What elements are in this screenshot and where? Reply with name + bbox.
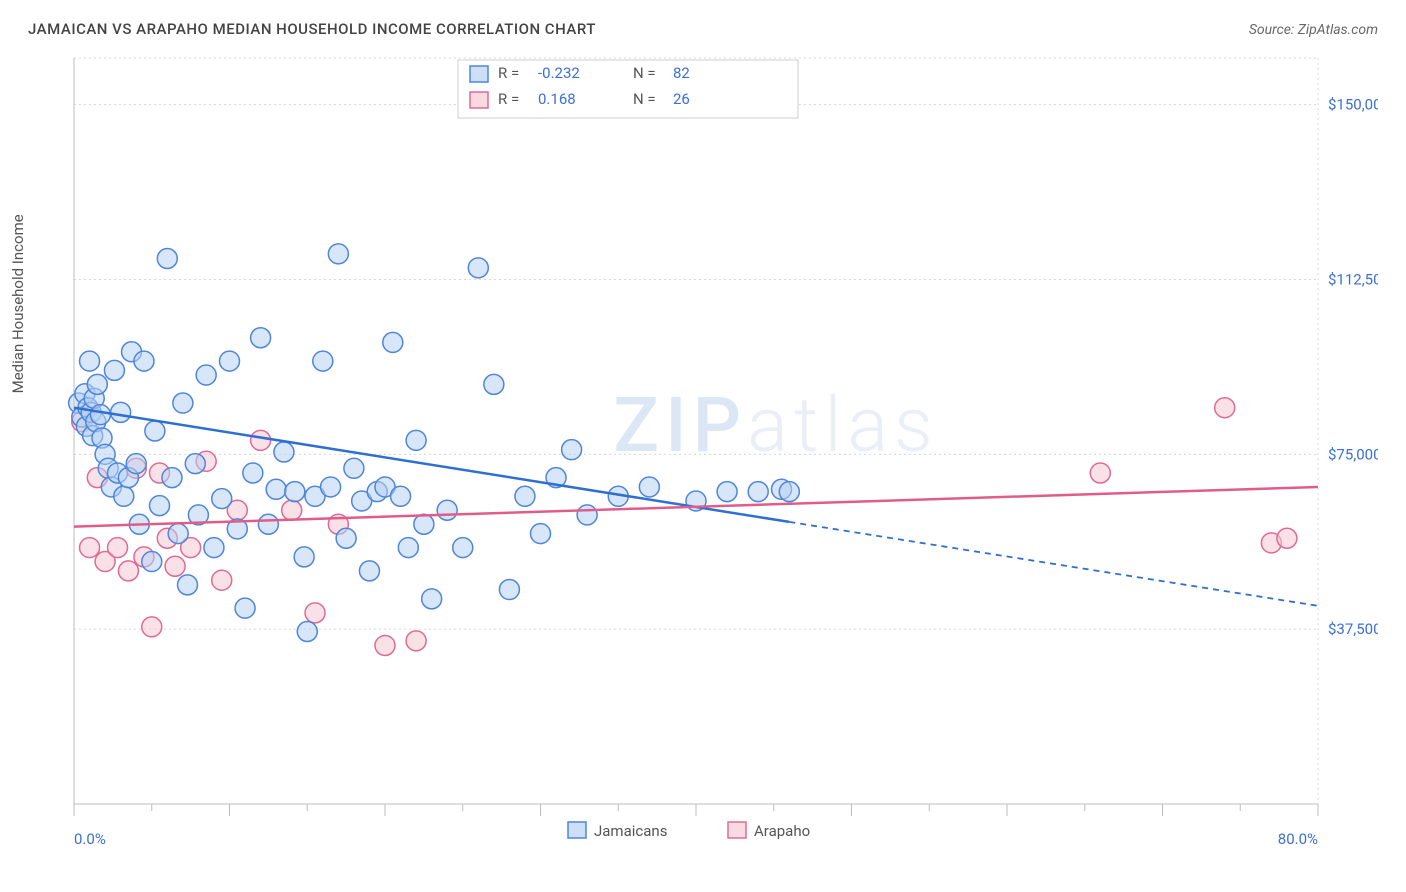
chart-title: JAMAICAN VS ARAPAHO MEDIAN HOUSEHOLD INC… [28, 20, 596, 38]
legend-series-name: Arapaho [754, 822, 810, 840]
source-attribution: Source: ZipAtlas.com [1249, 22, 1378, 38]
data-point [1277, 528, 1297, 548]
data-point [484, 374, 504, 394]
chart-area: Median Household Income 0.0%80.0%$37,500… [28, 46, 1378, 866]
data-point [297, 621, 317, 641]
data-point [178, 575, 198, 595]
data-point [748, 482, 768, 502]
data-point [145, 421, 165, 441]
data-point [104, 360, 124, 380]
data-point [437, 500, 457, 520]
data-point [515, 486, 535, 506]
header-row: JAMAICAN VS ARAPAHO MEDIAN HOUSEHOLD INC… [28, 20, 1378, 38]
data-point [1215, 398, 1235, 418]
data-point [150, 496, 170, 516]
y-tick-label: $150,000 [1328, 96, 1378, 114]
data-point [118, 561, 138, 581]
data-point [282, 500, 302, 520]
data-point [266, 479, 286, 499]
data-point [453, 538, 473, 558]
data-point [328, 244, 348, 264]
data-point [779, 482, 799, 502]
y-tick-label: $112,500 [1328, 270, 1378, 288]
data-point [87, 374, 107, 394]
data-point [258, 514, 278, 534]
data-point [406, 430, 426, 450]
data-point [422, 589, 442, 609]
x-tick-label: 0.0% [74, 830, 106, 848]
data-point [391, 486, 411, 506]
data-point [157, 248, 177, 268]
legend-swatch [728, 822, 746, 838]
data-point [499, 580, 519, 600]
data-point [313, 351, 333, 371]
legend-n-label: N = [633, 90, 656, 108]
data-point [235, 598, 255, 618]
y-tick-label: $75,000 [1328, 445, 1378, 463]
chart-container: JAMAICAN VS ARAPAHO MEDIAN HOUSEHOLD INC… [0, 0, 1406, 892]
legend-r-label: R = [498, 90, 519, 108]
x-tick-label: 80.0% [1278, 830, 1318, 848]
data-point [531, 524, 551, 544]
data-point [80, 538, 100, 558]
legend-swatch [470, 92, 488, 108]
data-point [717, 482, 737, 502]
data-point [162, 468, 182, 488]
data-point [344, 458, 364, 478]
data-point [562, 440, 582, 460]
data-point [168, 524, 188, 544]
data-point [142, 552, 162, 572]
data-point [173, 393, 193, 413]
data-point [577, 505, 597, 525]
watermark: ZIPatlas [613, 380, 938, 470]
legend-n-value: 82 [673, 64, 690, 82]
data-point [336, 528, 356, 548]
data-point [108, 538, 128, 558]
legend-r-label: R = [498, 64, 519, 82]
legend-swatch [568, 822, 586, 838]
legend-r-value: -0.232 [538, 64, 580, 82]
data-point [1090, 463, 1110, 483]
data-point [90, 405, 110, 425]
legend-swatch [470, 66, 488, 82]
data-point [114, 486, 134, 506]
regression-line-extrapolated [789, 522, 1318, 606]
data-point [305, 603, 325, 623]
data-point [126, 454, 146, 474]
data-point [196, 365, 216, 385]
data-point [80, 351, 100, 371]
legend-n-value: 26 [673, 90, 690, 108]
legend-series-name: Jamaicans [594, 822, 667, 840]
data-point [243, 463, 263, 483]
legend-n-label: N = [633, 64, 656, 82]
data-point [294, 547, 314, 567]
data-point [468, 258, 488, 278]
data-point [414, 514, 434, 534]
data-point [375, 635, 395, 655]
data-point [204, 538, 224, 558]
data-point [285, 482, 305, 502]
legend-r-value: 0.168 [538, 90, 576, 108]
data-point [212, 570, 232, 590]
data-point [406, 631, 426, 651]
data-point [134, 351, 154, 371]
data-point [398, 538, 418, 558]
data-point [111, 402, 131, 422]
data-point [359, 561, 379, 581]
data-point [212, 489, 232, 509]
data-point [251, 328, 271, 348]
data-point [220, 351, 240, 371]
data-point [321, 477, 341, 497]
data-point [639, 477, 659, 497]
y-tick-label: $37,500 [1328, 620, 1378, 638]
data-point [165, 556, 185, 576]
data-point [274, 442, 294, 462]
data-point [383, 332, 403, 352]
data-point [185, 454, 205, 474]
scatter-plot: 0.0% 80.0% $37,500 $75,000 $112,500 $150,000 Z… [28, 46, 1378, 866]
data-point [251, 430, 271, 450]
data-point [142, 617, 162, 637]
y-axis-label: Median Household Income [9, 214, 27, 393]
